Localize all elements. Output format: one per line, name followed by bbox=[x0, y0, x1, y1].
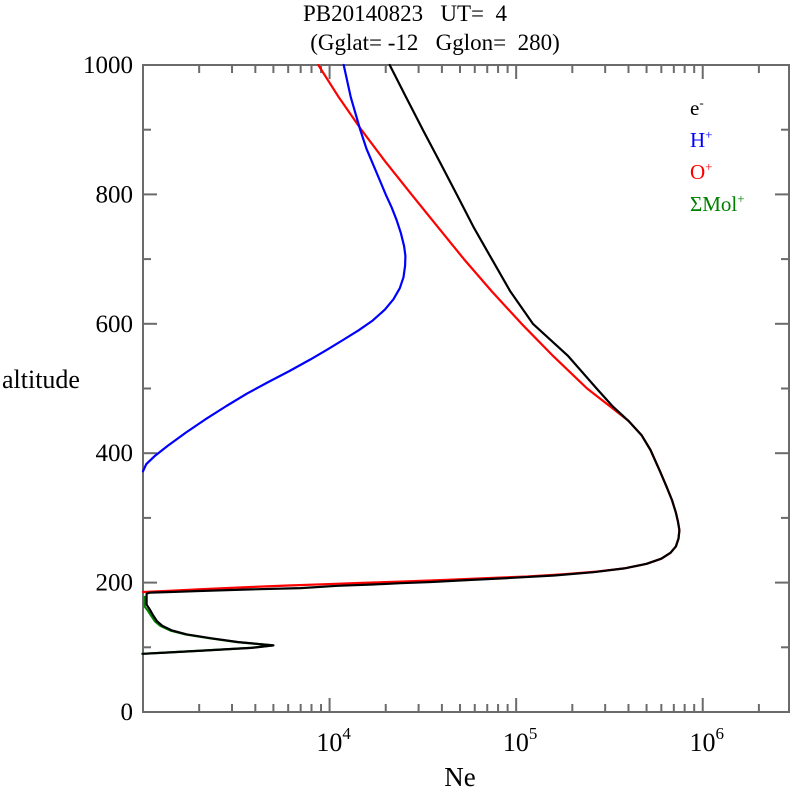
y-tick-label: 0 bbox=[121, 699, 134, 726]
series-line-e- bbox=[141, 63, 681, 655]
legend-item-o-plus: O+ bbox=[690, 159, 713, 184]
plot-frame bbox=[142, 64, 790, 713]
y-tick-label: 1000 bbox=[83, 52, 133, 79]
legend-item-electron: e- bbox=[690, 95, 704, 120]
legend-item-h-plus: H+ bbox=[690, 127, 713, 152]
y-tick-label: 600 bbox=[96, 311, 134, 338]
x-tick-label: 104 bbox=[316, 724, 351, 757]
axis-ticks bbox=[144, 66, 788, 711]
x-tick-label: 106 bbox=[689, 724, 724, 757]
y-tick-labels: 0 200 400 600 800 1000 bbox=[83, 52, 133, 726]
x-tick-labels: 104 105 106 bbox=[316, 724, 724, 757]
y-tick-label: 200 bbox=[96, 570, 134, 597]
series-line-o- bbox=[141, 63, 681, 594]
series-line-h- bbox=[141, 63, 407, 473]
y-axis-label: altitude bbox=[2, 365, 80, 394]
chart-title: PB20140823 UT= 4 bbox=[302, 1, 508, 26]
y-tick-label: 400 bbox=[96, 440, 134, 467]
y-tick-label: 800 bbox=[96, 181, 134, 208]
legend: e- H+ O+ ΣMol+ bbox=[690, 95, 745, 223]
x-axis-label: Ne bbox=[444, 762, 476, 792]
x-tick-label: 105 bbox=[503, 724, 538, 757]
legend-item-sigma-mol-plus: ΣMol+ bbox=[690, 191, 745, 216]
chart-subtitle: (Gglat= -12 Gglon= 280) bbox=[310, 30, 560, 55]
